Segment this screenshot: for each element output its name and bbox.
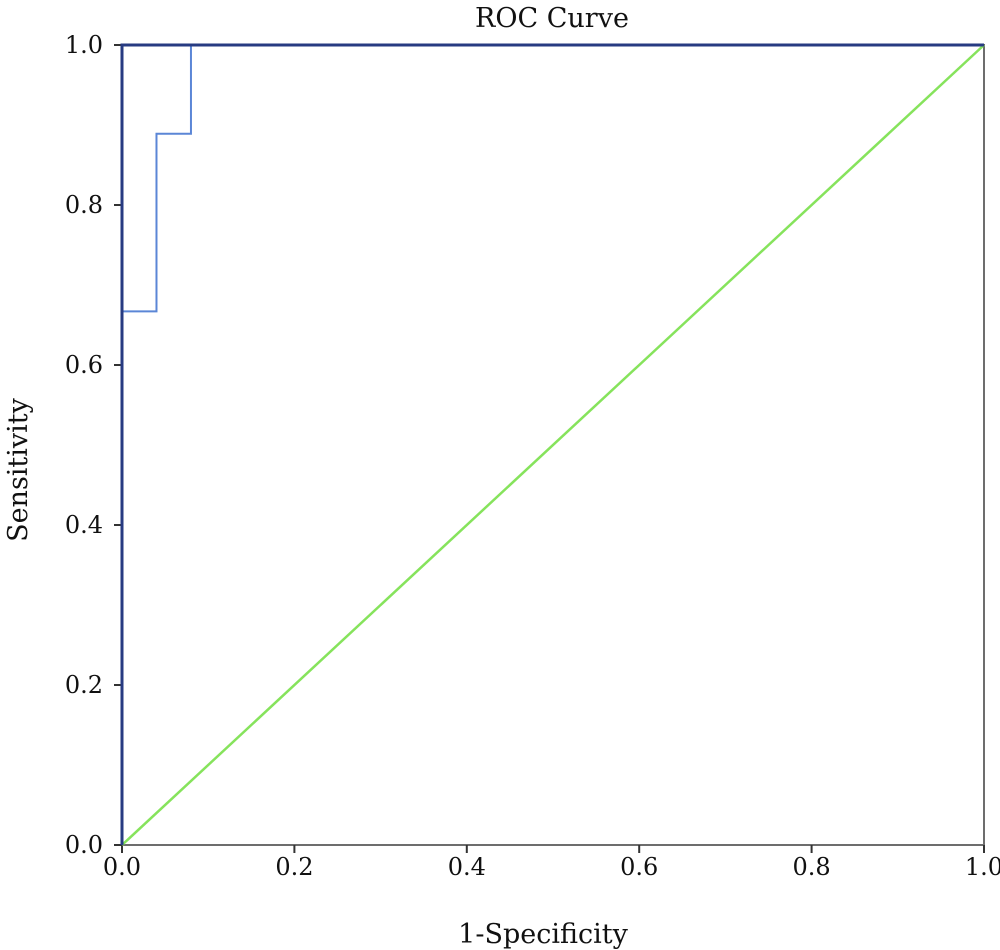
y-axis-ticks: 0.0 0.2 0.4 0.6 0.8 1.0	[65, 31, 122, 859]
y-axis-label: Sensitivity	[3, 397, 34, 542]
x-tick-label: 0.4	[448, 853, 486, 881]
y-tick-label: 0.6	[65, 351, 103, 379]
x-tick-label: 0.0	[103, 853, 141, 881]
chart-title: ROC Curve	[475, 3, 629, 34]
y-tick-label: 1.0	[65, 31, 103, 59]
y-tick-label: 0.2	[65, 671, 103, 699]
y-tick-label: 0.0	[65, 831, 103, 859]
x-tick-label: 0.6	[620, 853, 658, 881]
y-tick-label: 0.4	[65, 511, 103, 539]
x-axis-label: 1-Specificity	[458, 919, 628, 950]
y-tick-label: 0.8	[65, 191, 103, 219]
x-tick-label: 0.8	[793, 853, 831, 881]
x-tick-label: 0.2	[275, 853, 313, 881]
x-tick-label: 1.0	[965, 853, 1000, 881]
series-layer	[120, 43, 985, 846]
reference-diagonal-line	[121, 44, 985, 846]
x-axis-ticks: 0.0 0.2 0.4 0.6 0.8 1.0	[103, 845, 1000, 881]
roc-edge-overlay	[120, 43, 984, 845]
